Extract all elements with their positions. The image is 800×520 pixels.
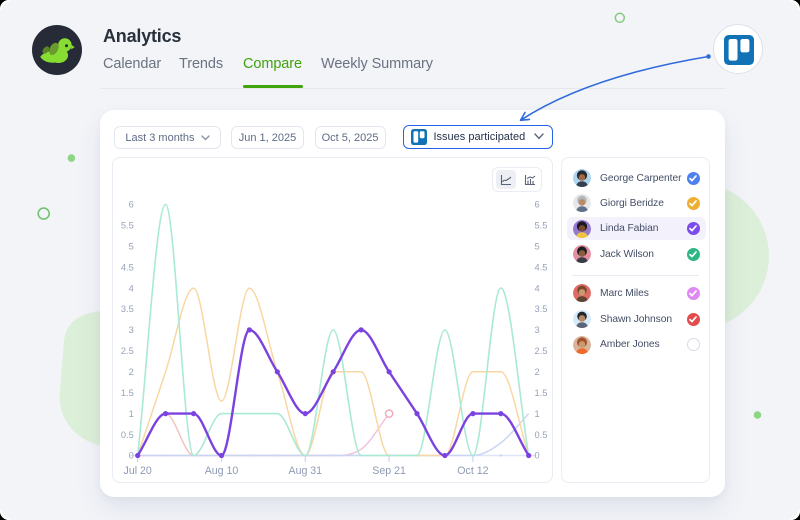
svg-text:5.5: 5.5 [535,221,548,231]
svg-text:4: 4 [129,283,134,293]
svg-text:Aug 31: Aug 31 [289,465,323,477]
svg-text:Oct 12: Oct 12 [457,465,488,477]
svg-text:5: 5 [535,242,540,252]
svg-text:3.5: 3.5 [121,304,134,314]
svg-text:2: 2 [535,367,540,377]
svg-text:1: 1 [535,409,540,419]
svg-text:Aug 10: Aug 10 [205,465,239,477]
svg-text:4: 4 [535,283,540,293]
svg-text:0: 0 [535,451,540,461]
svg-text:3: 3 [535,325,540,335]
svg-text:6: 6 [535,200,540,210]
svg-text:1: 1 [129,409,134,419]
svg-text:3.5: 3.5 [535,304,548,314]
svg-text:1.5: 1.5 [535,388,548,398]
svg-text:2.5: 2.5 [121,346,134,356]
svg-text:0.5: 0.5 [535,430,548,440]
svg-text:2.5: 2.5 [535,346,548,356]
svg-text:0.5: 0.5 [121,430,134,440]
svg-text:Jul 20: Jul 20 [124,465,152,477]
svg-text:3: 3 [129,325,134,335]
svg-text:0: 0 [129,451,134,461]
svg-text:1.5: 1.5 [121,388,134,398]
svg-text:4.5: 4.5 [535,262,548,272]
svg-text:4.5: 4.5 [121,262,134,272]
svg-text:Sep 21: Sep 21 [372,465,406,477]
svg-text:6: 6 [129,200,134,210]
svg-text:5.5: 5.5 [121,221,134,231]
svg-text:5: 5 [129,242,134,252]
svg-text:2: 2 [129,367,134,377]
